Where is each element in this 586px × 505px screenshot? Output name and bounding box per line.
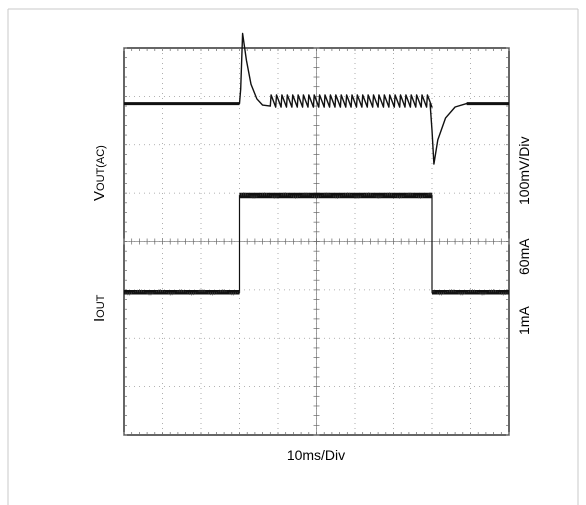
iout-label: IOUT — [91, 294, 108, 322]
grid — [123, 47, 510, 436]
x-axis-label: 10ms/Div — [287, 447, 345, 463]
iout-label-main: I — [91, 318, 108, 322]
vout-label-sub: OUT(AC) — [95, 145, 107, 191]
iout-low-level-label: 1mA — [516, 306, 532, 335]
iout-high-level-label: 60mA — [516, 238, 532, 275]
vout-scale-label: 100mV/Div — [516, 137, 532, 205]
iout-label-sub: OUT — [95, 294, 107, 318]
vout-label: VOUT(AC) — [91, 145, 108, 201]
traces — [124, 32, 509, 296]
vout-label-main: V — [91, 191, 108, 201]
vout-trace — [124, 32, 509, 165]
